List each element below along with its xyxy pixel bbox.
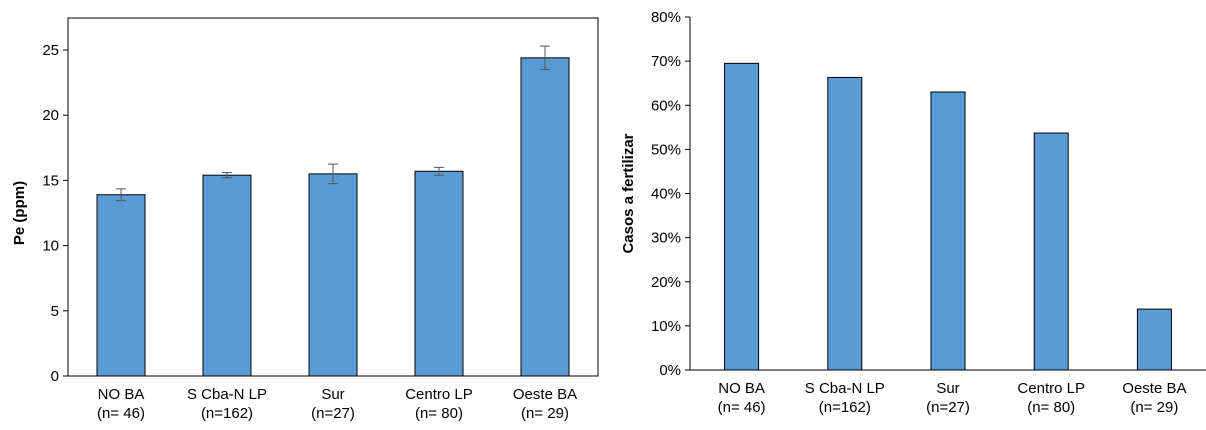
bar	[1136, 308, 1172, 371]
bar	[414, 170, 464, 377]
y-axis-label: Pe (ppm)	[11, 181, 28, 245]
chart-casos-a-fertilizar: 0% 10% 20% 30% 40% 50% 60% 70% 80% NO BA (n= 46) S …	[620, 9, 1206, 416]
x-category-label: Sur	[321, 386, 344, 403]
x-category-label: Centro LP	[1017, 380, 1085, 397]
y-tick-label: 15	[42, 172, 59, 189]
bar	[202, 174, 252, 377]
bar	[308, 173, 358, 377]
x-category-label: NO BA	[718, 380, 765, 397]
bar	[827, 76, 863, 371]
x-category-label: (n= 29)	[521, 405, 569, 422]
bar	[930, 91, 966, 371]
bar	[96, 194, 146, 377]
bar	[520, 57, 570, 377]
chart-pe-ppm: 0 5 10 15 20 25 NO BA (n= 46) S Cba-N LP (n=162) S…	[11, 17, 599, 422]
y-tick-label: 0%	[659, 362, 681, 379]
bar	[1033, 132, 1069, 371]
x-category-label: (n= 80)	[415, 405, 463, 422]
x-category-label: (n=162)	[201, 405, 253, 422]
x-category-label: Oeste BA	[1122, 380, 1186, 397]
y-tick-label: 20%	[651, 274, 681, 291]
x-category-label: Sur	[936, 380, 959, 397]
y-tick-label: 80%	[651, 9, 681, 26]
y-tick-label: 10%	[651, 318, 681, 335]
y-tick-label: 30%	[651, 230, 681, 247]
y-tick-label: 20	[42, 107, 59, 124]
x-category-label: S Cba-N LP	[187, 386, 267, 403]
x-category-label: (n=27)	[926, 399, 970, 416]
x-category-label: S Cba-N LP	[805, 380, 885, 397]
x-category-label: Oeste BA	[513, 386, 577, 403]
x-category-label: (n=162)	[819, 399, 871, 416]
x-category-label: (n= 46)	[97, 405, 145, 422]
y-tick-label: 40%	[651, 186, 681, 203]
x-category-label: NO BA	[98, 386, 145, 403]
y-tick-label: 50%	[651, 141, 681, 158]
x-category-label: (n=27)	[311, 405, 355, 422]
bar	[724, 62, 760, 371]
y-axis-label: Casos a fertilizar	[620, 133, 637, 253]
x-category-label: Centro LP	[405, 386, 473, 403]
x-category-label: (n= 29)	[1130, 399, 1178, 416]
y-tick-label: 25	[42, 42, 59, 59]
y-tick-label: 0	[51, 368, 59, 385]
y-tick-label: 5	[51, 303, 59, 320]
y-tick-label: 70%	[651, 53, 681, 70]
y-tick-label: 60%	[651, 97, 681, 114]
x-category-label: (n= 80)	[1027, 399, 1075, 416]
y-tick-label: 10	[42, 238, 59, 255]
x-category-label: (n= 46)	[718, 399, 766, 416]
